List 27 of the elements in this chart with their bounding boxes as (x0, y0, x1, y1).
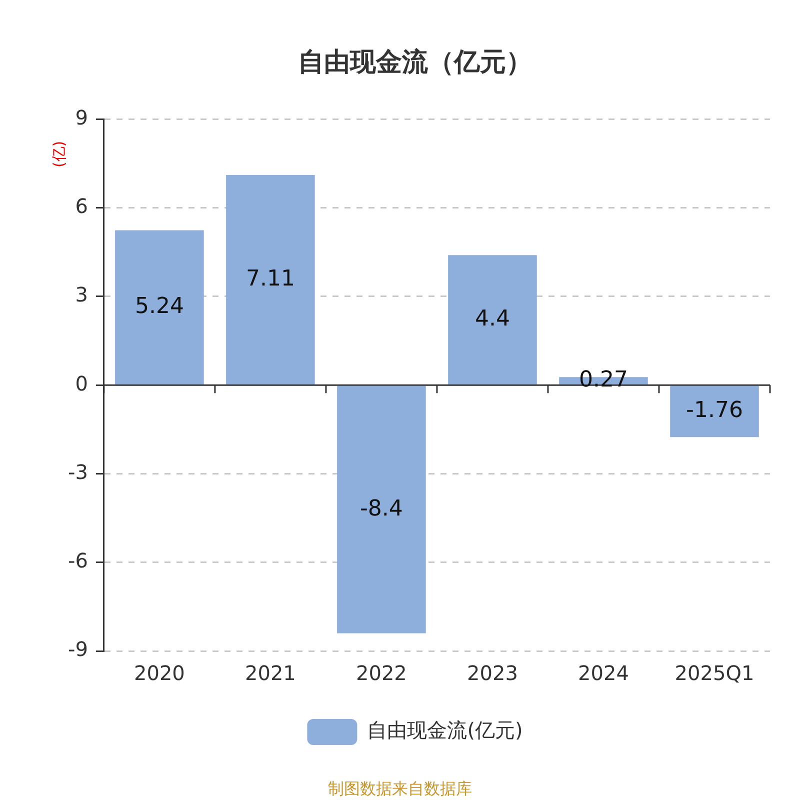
data-label: 4.4 (474, 306, 510, 332)
x-tick-label: 2020 (134, 661, 185, 686)
y-tick-label: -6 (68, 548, 88, 573)
data-label: -1.76 (686, 398, 743, 424)
data-label: -8.4 (360, 496, 403, 522)
y-tick-label: 9 (75, 105, 88, 130)
bar (115, 230, 204, 384)
y-tick-label: 0 (75, 371, 88, 396)
x-tick-label: 2025Q1 (674, 661, 754, 686)
y-tick-label: 6 (75, 194, 88, 218)
data-label: 5.24 (134, 294, 184, 320)
text: 制图数据来自数据库 (328, 779, 472, 798)
bar (337, 386, 426, 634)
x-tick-label: 2022 (356, 661, 407, 686)
data-label: 7.11 (246, 266, 295, 292)
bar (226, 175, 315, 384)
chart-title: 自由现金流（亿元） (298, 47, 532, 78)
x-tick-label: 2024 (578, 661, 629, 686)
y-tick-label: 3 (75, 282, 88, 307)
legend-label: 自由现金流(亿元) (367, 718, 523, 742)
bar (448, 255, 537, 384)
x-tick-label: 2021 (245, 661, 296, 686)
y-tick-label: -3 (68, 460, 88, 484)
x-tick-label: 2023 (467, 661, 518, 686)
bar (670, 386, 759, 438)
y-tick-label: -9 (68, 637, 88, 662)
y-axis-title: (亿) (50, 140, 68, 168)
